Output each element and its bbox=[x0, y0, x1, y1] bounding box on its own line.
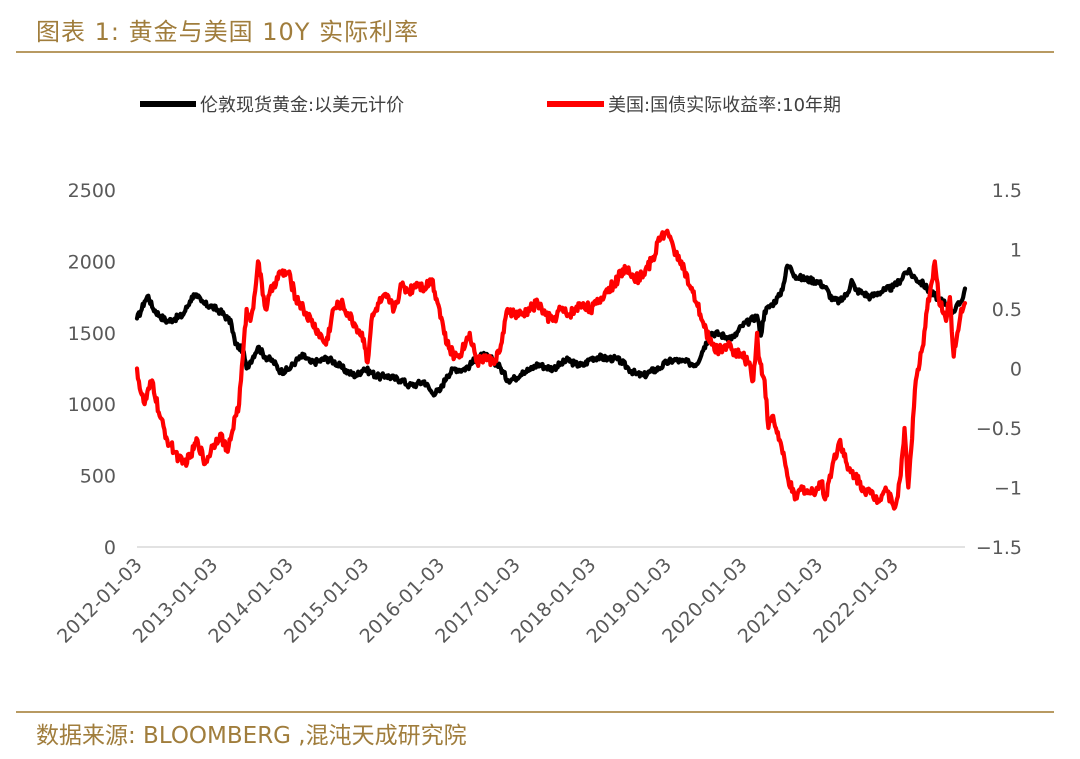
left-tick-label: 2000 bbox=[68, 251, 116, 273]
right-tick-label: 1.5 bbox=[992, 180, 1022, 202]
series-line-gold bbox=[134, 263, 968, 398]
source-note: 数据来源: BLOOMBERG ,混沌天成研究院 bbox=[36, 723, 467, 749]
legend-item-yield[interactable]: 美国:国债实际收益率:10年期 bbox=[547, 95, 841, 116]
left-tick-label: 500 bbox=[80, 466, 116, 488]
left-tick-label: 0 bbox=[104, 537, 116, 559]
right-tick-label: 1 bbox=[1010, 240, 1022, 262]
chart: 伦敦现货黄金:以美元计价 美国:国债实际收益率:10年期 0 500 1000 150… bbox=[53, 95, 1022, 648]
left-axis-ticks: 0 500 1000 1500 2000 2500 bbox=[68, 180, 116, 559]
legend: 伦敦现货黄金:以美元计价 美国:国债实际收益率:10年期 bbox=[140, 95, 841, 116]
series-line-real-yield bbox=[134, 228, 968, 511]
legend-item-gold[interactable]: 伦敦现货黄金:以美元计价 bbox=[140, 95, 404, 116]
right-tick-label: 0.5 bbox=[992, 299, 1022, 321]
right-tick-label: −1.5 bbox=[976, 537, 1022, 559]
right-tick-label: 0 bbox=[1010, 359, 1022, 381]
right-tick-label: −1 bbox=[994, 478, 1022, 500]
legend-label-yield: 美国:国债实际收益率:10年期 bbox=[608, 95, 841, 116]
figure-title: 图表 1: 黄金与美国 10Y 实际利率 bbox=[36, 18, 420, 46]
left-tick-label: 2500 bbox=[68, 180, 116, 202]
bottom-divider bbox=[16, 711, 1054, 713]
series-layer bbox=[134, 228, 968, 511]
right-tick-label: −0.5 bbox=[976, 418, 1022, 440]
legend-label-gold: 伦敦现货黄金:以美元计价 bbox=[200, 95, 404, 116]
left-tick-label: 1000 bbox=[68, 394, 116, 416]
right-axis-ticks: −1.5 −1 −0.5 0 0.5 1 1.5 bbox=[976, 180, 1022, 559]
x-axis-ticks: 2012-01-032013-01-032014-01-032015-01-03… bbox=[53, 554, 903, 648]
top-divider bbox=[16, 51, 1054, 53]
left-tick-label: 1500 bbox=[68, 323, 116, 345]
